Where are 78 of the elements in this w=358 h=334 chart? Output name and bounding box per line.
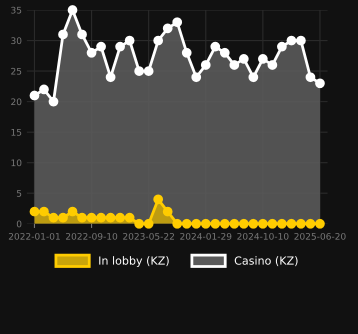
point xyxy=(153,194,164,204)
point xyxy=(48,96,58,106)
point xyxy=(210,218,220,229)
point xyxy=(306,218,316,229)
point xyxy=(296,36,306,46)
point xyxy=(48,212,58,223)
x-tick-label: 2025-06-20 xyxy=(294,232,346,240)
point xyxy=(191,72,202,82)
y-tick-label: 25 xyxy=(11,68,22,75)
point xyxy=(162,23,173,34)
point xyxy=(200,60,211,70)
x-tick-label: 2024-01-29 xyxy=(180,232,232,240)
y-tick-label: 20 xyxy=(11,98,22,106)
point xyxy=(58,212,68,223)
point xyxy=(258,218,268,229)
y-tick-label: 30 xyxy=(11,37,22,44)
point xyxy=(286,218,296,229)
point xyxy=(229,60,240,70)
legend-label: Casino (KZ) xyxy=(234,256,298,266)
point xyxy=(238,218,249,229)
point xyxy=(286,36,296,46)
point xyxy=(30,90,40,100)
point xyxy=(144,66,154,76)
y-tick-label: 15 xyxy=(11,129,22,136)
legend-label: In lobby (KZ) xyxy=(99,256,169,267)
point xyxy=(191,218,202,229)
point xyxy=(315,78,325,88)
point xyxy=(220,218,230,229)
point xyxy=(124,212,134,223)
point xyxy=(68,206,78,216)
point xyxy=(296,218,306,229)
point xyxy=(248,218,258,229)
point xyxy=(210,42,220,52)
point xyxy=(153,36,164,46)
point xyxy=(315,218,325,229)
x-tick-label: 2022-01-01 xyxy=(8,232,60,240)
point xyxy=(277,218,287,229)
point xyxy=(172,218,182,229)
point xyxy=(115,212,125,223)
point xyxy=(229,218,240,229)
point xyxy=(106,212,116,223)
point xyxy=(200,218,211,229)
y-tick-label: 35 xyxy=(11,6,22,14)
point xyxy=(86,212,96,223)
point xyxy=(58,30,68,40)
point xyxy=(248,72,258,82)
point xyxy=(96,212,106,223)
point xyxy=(172,17,182,28)
point xyxy=(77,30,87,40)
point xyxy=(220,48,230,58)
point xyxy=(30,206,40,216)
point xyxy=(277,42,287,52)
point xyxy=(68,5,78,15)
point xyxy=(268,60,278,70)
point xyxy=(77,212,87,223)
point xyxy=(96,42,106,52)
y-tick-label: 5 xyxy=(16,190,22,197)
point xyxy=(86,48,96,58)
point xyxy=(106,72,116,82)
point xyxy=(144,218,154,229)
point xyxy=(258,54,268,64)
point xyxy=(124,36,134,46)
x-tick-label: 2023-05-22 xyxy=(123,232,174,240)
x-tick-label: 2022-09-10 xyxy=(66,232,118,240)
y-tick-label: 10 xyxy=(11,159,22,166)
y-tick-label: 0 xyxy=(16,220,22,228)
point xyxy=(134,66,144,76)
point xyxy=(268,218,278,229)
point xyxy=(39,84,49,94)
point xyxy=(162,206,173,216)
point xyxy=(115,42,125,52)
point xyxy=(306,72,316,82)
x-tick-label: 2024-10-10 xyxy=(237,232,288,240)
point xyxy=(182,218,192,229)
point xyxy=(182,48,192,58)
point xyxy=(39,206,49,216)
point xyxy=(238,54,249,64)
point xyxy=(134,218,144,229)
